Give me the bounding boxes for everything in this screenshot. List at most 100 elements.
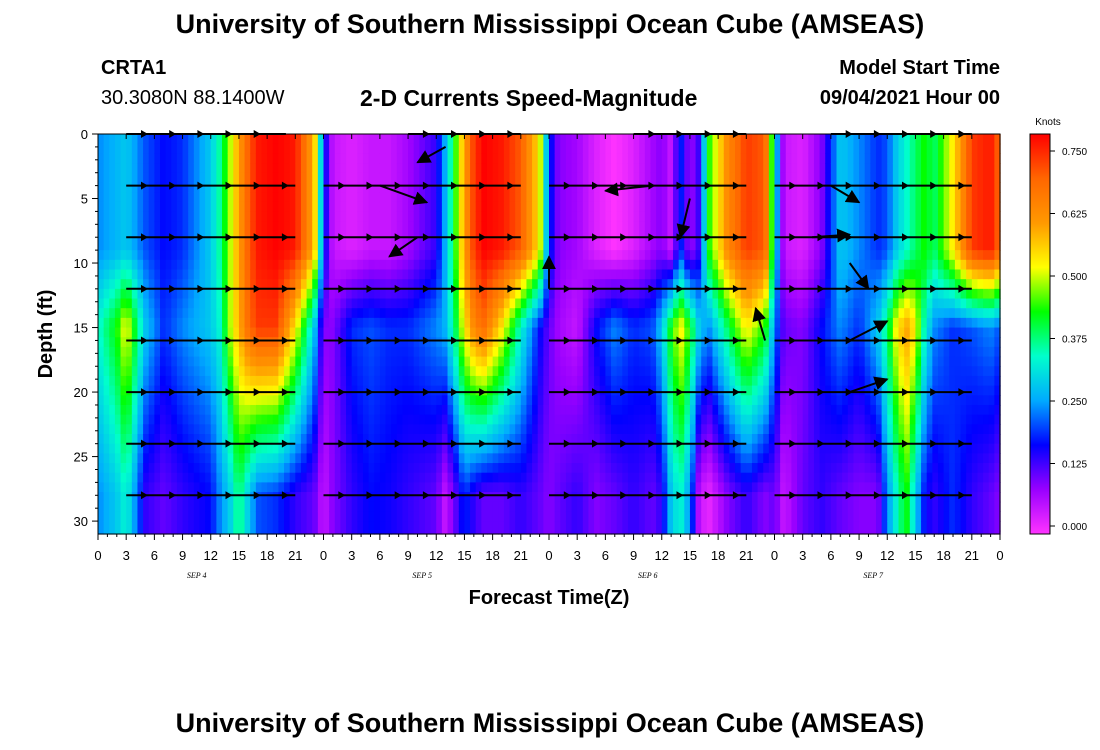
heat-cell [255,230,263,242]
heat-cell [577,492,584,503]
heat-cell [362,279,370,290]
heat-cell [532,501,539,513]
heat-cell [639,269,646,280]
heat-cell [447,530,454,535]
heat-cell [154,134,161,145]
heat-cell [233,521,240,532]
heat-cell [334,356,342,367]
heat-cell [723,192,730,203]
heat-cell [532,269,539,280]
heat-cell [300,230,308,242]
heat-cell [424,521,432,532]
heat-cell [763,143,770,154]
heat-cell [740,230,747,242]
heat-cell [537,443,544,454]
heat-cell [712,298,719,309]
heat-cell [402,472,409,483]
heat-cell [689,211,697,222]
heat-cell [334,463,342,474]
heat-cell [740,143,747,154]
heat-cell [571,337,578,348]
heat-cell [391,143,398,154]
heat-cell [131,182,139,193]
heat-cell [684,356,691,367]
heat-cell [537,279,544,290]
heat-cell [171,172,178,183]
heat-cell [582,134,590,145]
heat-cell [633,511,640,522]
heat-cell [532,259,539,271]
heat-cell [763,182,770,193]
heat-cell [627,250,635,261]
heat-cell [227,317,234,329]
heat-cell [385,163,392,174]
heat-cell [300,308,308,319]
heat-cell [408,443,415,454]
heat-cell [565,443,573,454]
heat-cell [210,327,217,338]
heat-cell [678,317,685,329]
heat-cell [143,163,150,174]
heat-cell [509,298,516,309]
heat-cell [114,492,122,503]
heat-cell [639,240,646,251]
heat-cell [549,482,556,493]
heat-cell [160,221,167,232]
heat-cell [729,172,736,183]
heat-cell [250,288,257,300]
heat-cell [627,221,635,232]
heat-cell [486,211,494,222]
heat-cell [447,240,454,251]
heat-cell [706,453,714,464]
heat-cell [729,385,736,396]
heat-cell [718,511,725,522]
heat-cell [306,492,313,503]
heat-cell [644,279,652,290]
heat-cell [571,298,578,309]
heat-cell [391,221,398,232]
heat-cell [205,221,212,232]
heat-cell [131,501,139,513]
heat-cell [549,434,556,445]
heat-cell [740,521,747,532]
heat-cell [695,434,702,445]
heat-cell [334,298,342,309]
heat-cell [498,134,505,145]
heat-cell [588,414,595,425]
heat-cell [300,317,308,329]
heat-cell [673,356,680,367]
heat-cell [492,492,499,503]
heat-cell [543,530,550,535]
heat-cell [244,385,251,396]
heat-cell [644,366,652,377]
heat-cell [492,259,499,271]
heat-cell [216,298,223,309]
heat-cell [137,424,144,435]
heat-cell [633,434,640,445]
heat-cell [227,434,234,445]
heat-cell [633,366,640,377]
heat-cell [193,172,201,183]
heat-cell [470,453,477,464]
heat-cell [413,424,420,435]
heat-cell [706,395,714,406]
heat-cell [492,434,499,445]
heat-cell [492,211,499,222]
heat-cell [351,346,358,358]
heat-cell [238,134,246,145]
heat-cell [701,230,708,242]
heat-cell [385,366,392,377]
heat-cell [306,443,313,454]
heat-cell [554,221,561,232]
heat-cell [729,337,736,348]
heat-cell [678,463,685,474]
heat-cell [408,201,415,213]
heat-cell [678,521,685,532]
heat-cell [131,163,139,174]
heat-cell [616,434,623,445]
heat-cell [205,463,212,474]
heat-cell [740,443,747,454]
heat-cell [689,221,697,232]
heat-cell [763,153,770,164]
heat-cell [684,337,691,348]
